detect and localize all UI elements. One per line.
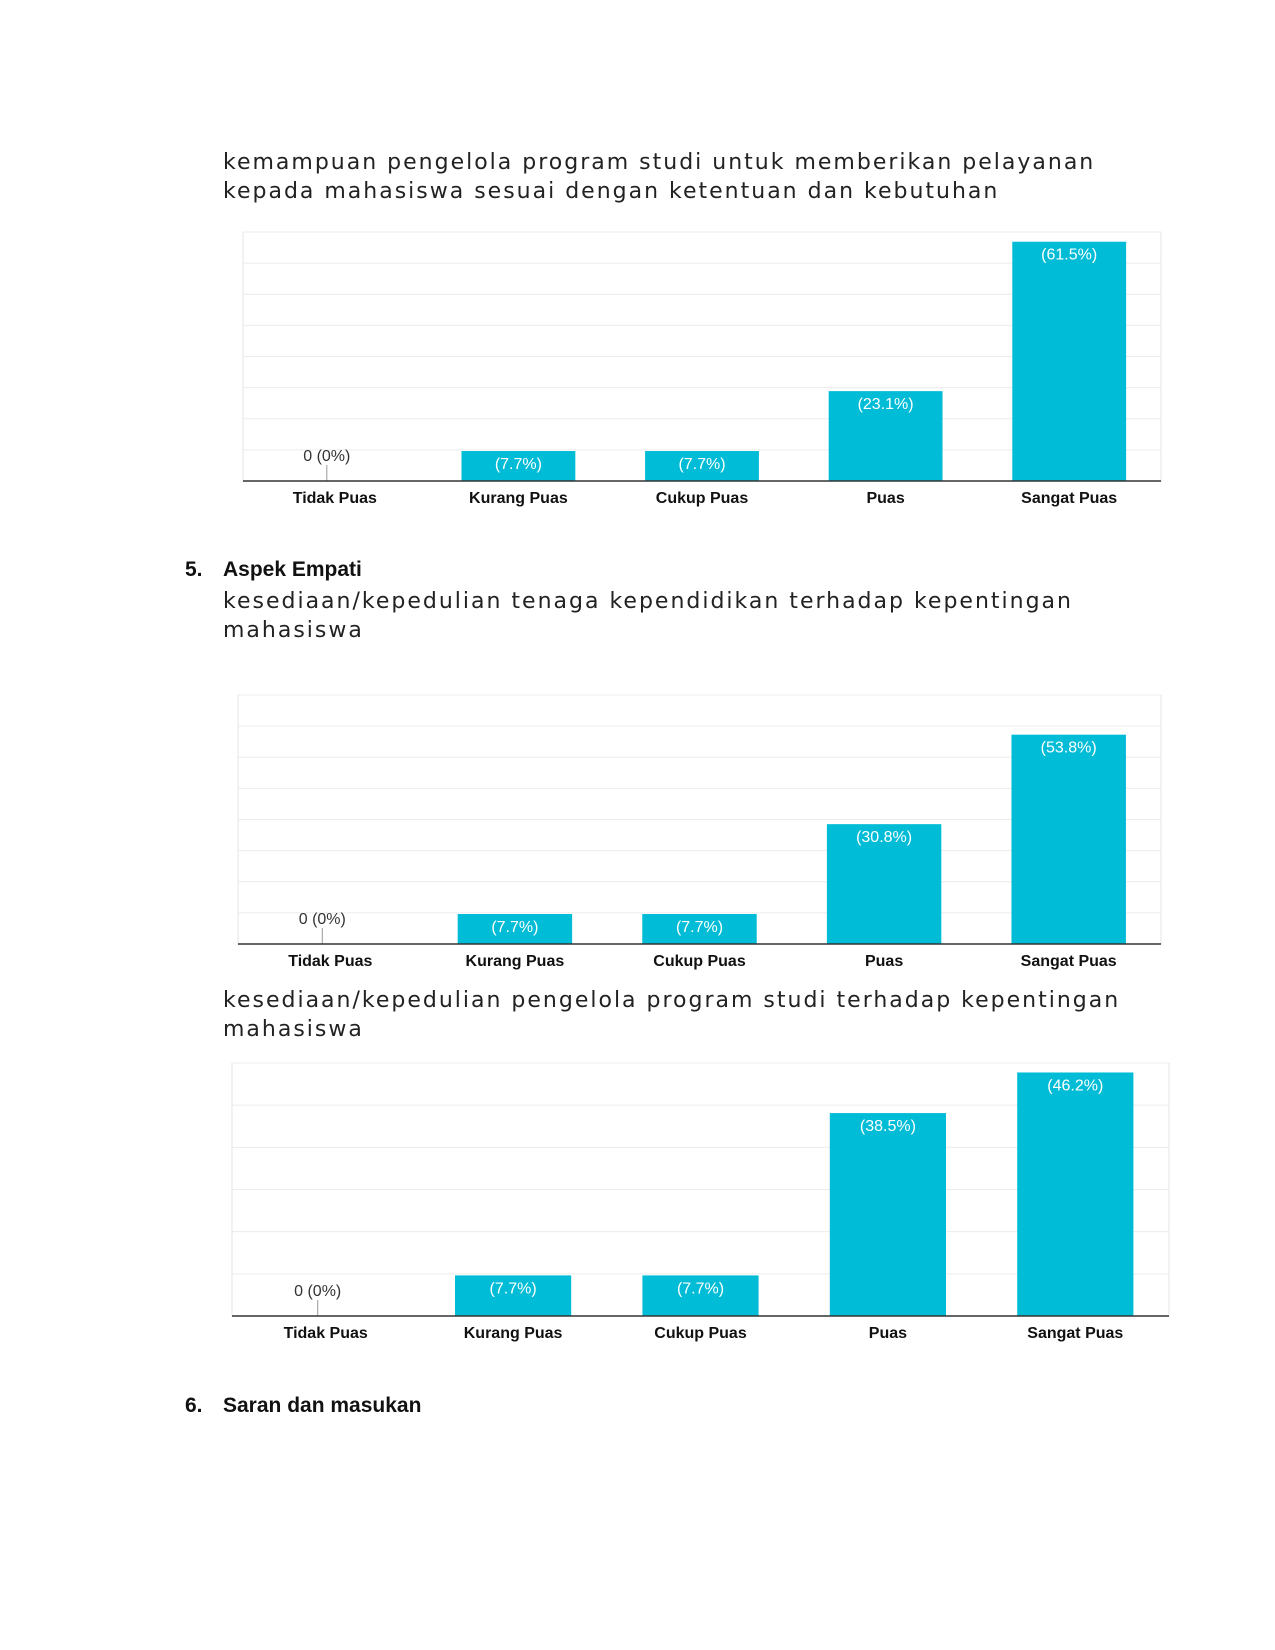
bar <box>461 451 576 481</box>
x-tick-label: Sangat Puas <box>1021 490 1117 507</box>
x-tick-label: Cukup Puas <box>653 953 746 970</box>
bar <box>642 914 757 944</box>
list-number: 5. <box>185 558 203 581</box>
value-label: (46.2%) <box>1047 1077 1103 1094</box>
bar-chart: 0 (0%) Tidak Puas (7.7%) Kurang Puas (7.7%) C… <box>237 694 1162 970</box>
bar-chart: 0 (0%) Tidak Puas (7.7%) Kurang Puas (7.7%) C… <box>231 1062 1170 1342</box>
value-label: (23.1%) <box>858 396 914 413</box>
value-label: (53.8%) <box>1041 740 1097 757</box>
heading: Aspek Empati <box>223 558 362 581</box>
bar <box>642 1275 759 1316</box>
bar <box>826 824 942 944</box>
bar <box>828 391 943 481</box>
paragraph: kemampuan pengelola program studi untuk … <box>223 150 1096 204</box>
value-label: (38.5%) <box>860 1118 916 1135</box>
value-label: (30.8%) <box>856 829 912 846</box>
value-label: (7.7%) <box>677 1280 724 1297</box>
list-number: 6. <box>185 1394 203 1417</box>
value-label: (7.7%) <box>678 456 725 473</box>
x-tick-label: Puas <box>866 490 904 507</box>
x-tick-label: Kurang Puas <box>469 490 568 507</box>
x-tick-label: Kurang Puas <box>466 953 565 970</box>
paragraph: kesediaan/kepedulian tenaga kependidikan… <box>223 589 1073 643</box>
value-label: 0 (0%) <box>303 448 350 465</box>
bar <box>1017 1072 1134 1316</box>
x-tick-label: Sangat Puas <box>1021 953 1117 970</box>
value-label: (7.7%) <box>491 919 538 936</box>
x-tick-label: Tidak Puas <box>288 953 372 970</box>
value-label: (7.7%) <box>676 919 723 936</box>
value-label: (61.5%) <box>1041 247 1097 264</box>
x-tick-label: Puas <box>865 953 903 970</box>
x-tick-label: Tidak Puas <box>293 490 377 507</box>
x-tick-label: Cukup Puas <box>654 1325 747 1342</box>
bar <box>455 1275 572 1316</box>
x-tick-label: Puas <box>869 1325 907 1342</box>
bar <box>829 1113 946 1316</box>
bar <box>457 914 573 944</box>
paragraph: kesediaan/kepedulian pengelola program s… <box>223 988 1121 1042</box>
x-tick-label: Sangat Puas <box>1027 1325 1123 1342</box>
value-label: (7.7%) <box>495 456 542 473</box>
value-label: (7.7%) <box>490 1280 537 1297</box>
bar <box>1012 241 1127 481</box>
x-tick-label: Kurang Puas <box>464 1325 563 1342</box>
x-tick-label: Tidak Puas <box>284 1325 368 1342</box>
value-label: 0 (0%) <box>299 911 346 928</box>
bar <box>1011 734 1126 944</box>
bar-chart: 0 (0%) Tidak Puas (7.7%) Kurang Puas (7.7%) C… <box>242 231 1162 507</box>
bar <box>645 451 759 481</box>
x-tick-label: Cukup Puas <box>656 490 749 507</box>
heading: Saran dan masukan <box>223 1394 422 1417</box>
value-label: 0 (0%) <box>294 1283 341 1300</box>
